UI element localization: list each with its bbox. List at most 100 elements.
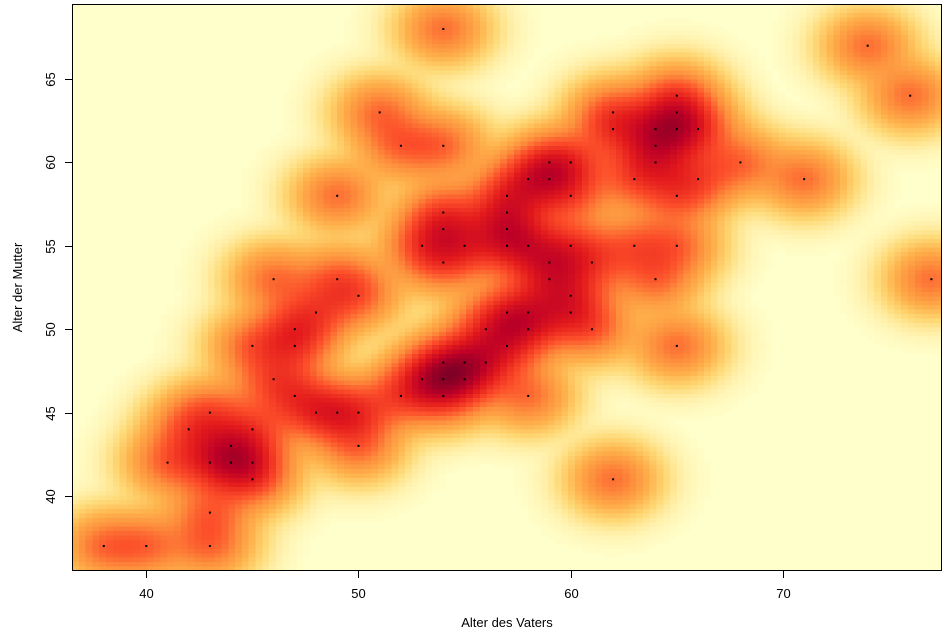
data-point [272,378,275,381]
y-axis-title: Alter der Mutter [10,242,25,332]
data-point [633,244,636,247]
data-point [569,294,572,297]
data-point [442,144,445,147]
y-tick-label: 45 [43,406,58,420]
data-point [527,178,530,181]
x-axis: 40 50 60 70 [139,571,791,601]
data-point [675,244,678,247]
data-point [187,428,190,431]
data-point [208,461,211,464]
data-point [208,411,211,414]
data-point [548,261,551,264]
data-point [506,228,508,231]
data-point [315,411,317,414]
data-point [293,328,296,331]
data-point [506,211,508,214]
data-point [251,478,254,481]
plot-area [72,4,942,571]
data-point [421,244,424,247]
data-point [548,178,551,181]
data-point [251,344,254,347]
data-point [442,378,445,381]
data-point [166,461,169,464]
data-point [633,178,636,181]
data-point [230,444,233,447]
data-point [506,344,508,347]
data-point [675,194,678,197]
data-point [506,311,508,314]
data-point [569,311,572,314]
data-point [590,328,593,331]
data-point [654,278,657,281]
data-point [251,461,254,464]
data-point [315,311,317,314]
data-point [102,545,105,547]
data-point [357,444,360,447]
data-point [675,111,678,114]
data-point [336,411,339,414]
y-tick-label: 65 [43,72,58,86]
x-axis-title: Alter des Vaters [461,615,553,630]
data-point [442,28,445,30]
data-point [506,194,508,197]
y-tick-label: 50 [43,322,58,336]
x-tick-label: 40 [139,586,153,601]
data-point [654,128,657,131]
data-point [739,161,742,164]
data-point [527,244,530,247]
data-point [612,111,615,114]
data-point [527,328,530,331]
data-point [293,344,296,347]
data-point [675,128,678,131]
data-point [930,278,933,281]
data-point [506,244,508,247]
data-point [612,128,615,131]
x-tick-label: 60 [564,586,578,601]
data-point [272,278,275,281]
data-point [357,411,360,414]
data-point [654,161,657,164]
data-point [463,244,466,247]
data-point [909,94,912,97]
density-heatmap [72,4,942,571]
data-point [442,394,445,397]
data-point [803,178,806,181]
data-point [654,144,657,147]
plot-frame [72,4,942,571]
data-point [208,545,211,547]
data-point [208,511,211,514]
data-point [230,461,233,464]
data-point [293,394,296,397]
data-point [251,428,254,431]
data-point [590,261,593,264]
y-tick-label: 55 [43,239,58,253]
data-point [569,244,572,247]
data-points [102,28,933,547]
data-point [484,328,487,331]
data-point [463,361,466,364]
data-point [442,261,445,264]
y-tick-label: 40 [43,489,58,503]
data-point [675,94,678,97]
data-point [484,361,487,364]
data-point [399,394,402,397]
data-point [866,44,869,47]
data-point [463,378,466,381]
y-tick-label: 60 [43,155,58,169]
data-point [145,545,148,547]
data-point [612,478,615,481]
data-point [378,111,381,114]
data-point [442,361,445,364]
data-point [569,194,572,197]
data-point [442,211,445,214]
data-point [399,144,402,147]
data-point [697,128,699,131]
y-axis: 40 45 50 55 60 65 [43,72,72,504]
data-point [442,228,445,231]
data-point [527,311,530,314]
data-point [697,178,699,181]
data-point [336,278,339,281]
x-tick-label: 70 [776,586,790,601]
data-point [336,194,339,197]
